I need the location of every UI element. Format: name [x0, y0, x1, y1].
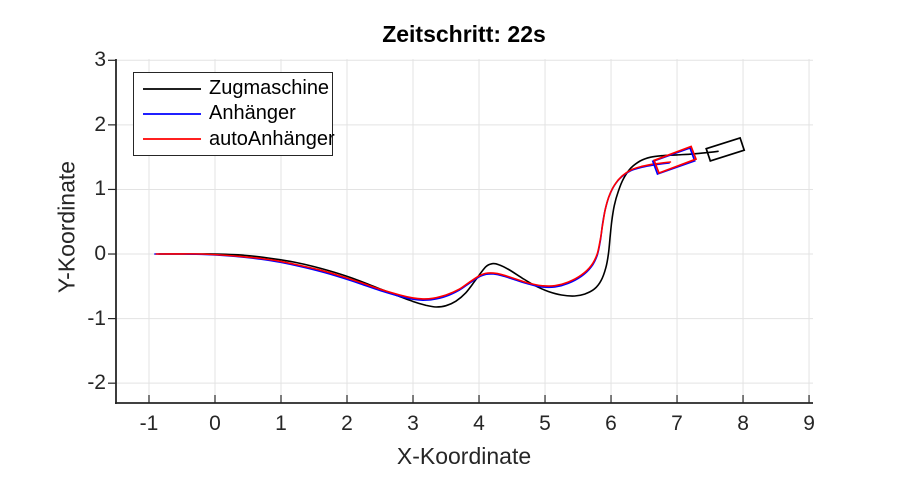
trajectory-anhänger: [154, 162, 670, 301]
x-tick-label: 3: [407, 412, 419, 435]
legend-item-zugmaschine: Zugmaschine: [134, 76, 332, 101]
x-tick-label: 7: [671, 412, 683, 435]
legend-line-autoanhaenger: [143, 138, 201, 141]
legend-line-anhaenger: [143, 113, 201, 115]
x-tick-label: 5: [539, 412, 551, 435]
legend-label-autoanhaenger: autoAnhänger: [209, 127, 335, 150]
tractor-outline-black: [705, 136, 746, 162]
x-tick-label: -1: [139, 412, 159, 435]
trajectory-zugmaschine: [158, 150, 719, 308]
trailer-outline-red: [652, 145, 698, 175]
y-tick-label: 2: [94, 112, 106, 136]
legend-item-autoanhaenger: autoAnhänger: [134, 127, 335, 152]
y-tick-label: -1: [87, 306, 106, 330]
trailer-outline-blue: [651, 146, 696, 176]
y-tick-label: 3: [94, 48, 106, 72]
y-tick-label: 1: [94, 177, 106, 201]
x-tick-label: 9: [803, 412, 815, 435]
trajectory-autoanhänger: [155, 161, 672, 300]
x-tick-label: 0: [209, 412, 221, 435]
legend-label-anhaenger: Anhänger: [209, 102, 296, 125]
x-axis-label: X-Koordinate: [396, 443, 532, 469]
legend-line-zugmaschine: [143, 87, 201, 90]
legend-label-zugmaschine: Zugmaschine: [209, 77, 330, 100]
y-tick-label: -2: [87, 371, 106, 395]
y-tick-label: 0: [94, 242, 106, 266]
legend-box: Zugmaschine Anhänger autoAnhänger: [133, 72, 335, 156]
x-tick-label: 1: [275, 412, 287, 435]
chart-title: Zeitschritt: 22s: [382, 21, 546, 47]
x-tick-label: 4: [473, 412, 485, 435]
x-tick-label: 2: [341, 412, 353, 435]
x-tick-label: 6: [605, 412, 617, 435]
x-tick-label: 8: [737, 412, 749, 435]
legend-item-anhaenger: Anhänger: [134, 101, 332, 126]
